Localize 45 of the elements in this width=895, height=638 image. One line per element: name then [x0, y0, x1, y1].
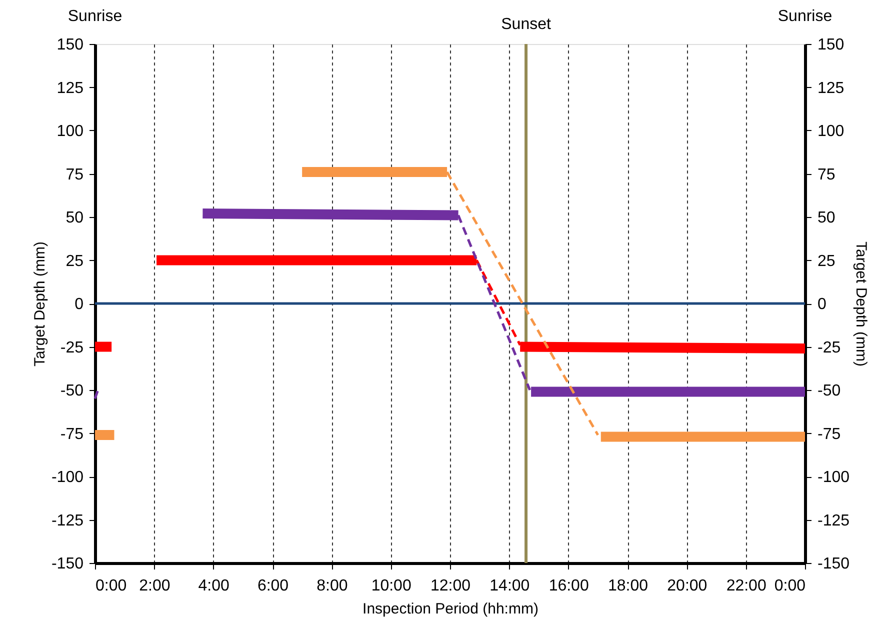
y2-tick-label: 125: [818, 80, 844, 97]
y-tick-label: -100: [51, 469, 84, 486]
y-tick-label: 100: [56, 123, 84, 140]
y2-tick-label: 150: [818, 36, 844, 54]
x-tick-label: 0:00: [96, 578, 127, 594]
y-tick-label: 75: [66, 166, 84, 184]
x-tick-label: 22:00: [726, 578, 766, 594]
y2-tick-label: -25: [818, 339, 841, 356]
y2-tick-label: 100: [818, 123, 844, 140]
y2-tick-label: -150: [818, 556, 850, 572]
x-tick-label: 12:00: [430, 578, 471, 594]
y-tick-label: 0: [74, 296, 84, 313]
y2-tick-label: -75: [818, 426, 841, 443]
x-tick-label: 6:00: [257, 578, 289, 594]
text: Sunrise: [778, 8, 832, 25]
y-tick-label: -125: [51, 512, 84, 530]
x-tick-label: 18:00: [608, 578, 648, 594]
y2-tick-label: 75: [818, 166, 836, 184]
y-tick-label: -150: [51, 556, 84, 572]
y2-tick-label: -50: [818, 382, 841, 400]
y2-tick-label: -125: [818, 512, 850, 530]
x-tick-label: 2:00: [139, 578, 170, 594]
y2-axis-title: Target Depth (mm): [852, 241, 870, 367]
x-tick-label: 8:00: [316, 578, 348, 594]
x-tick-label: 20:00: [667, 578, 708, 594]
y-tick-label: 50: [66, 210, 84, 226]
y-tick-label: 150: [56, 36, 84, 54]
x-tick-label: 10:00: [371, 578, 412, 594]
y-tick-label: -50: [60, 382, 84, 400]
y-tick-label: -25: [60, 339, 84, 356]
x-axis-title: Inspection Period (hh:mm): [362, 600, 538, 618]
y2-tick-label: -100: [818, 469, 850, 486]
x-tick-label: 4:00: [198, 578, 230, 594]
y2-tick-label: 0: [818, 296, 826, 313]
text: Sunrise: [68, 8, 122, 25]
y2-tick-label: 25: [818, 252, 836, 270]
y-axis-title: Target Depth (mm): [31, 241, 48, 367]
y-tick-label: 125: [56, 80, 84, 97]
ref-line-label: Sunset: [501, 16, 552, 33]
y2-tick-label: 50: [818, 210, 836, 226]
x-tick-label: 14:00: [490, 578, 530, 594]
x-tick-label: 16:00: [548, 578, 589, 594]
y-tick-label: -75: [60, 426, 84, 443]
y-tick-label: 25: [66, 252, 84, 270]
x-tick-label: 0:00: [774, 578, 806, 594]
